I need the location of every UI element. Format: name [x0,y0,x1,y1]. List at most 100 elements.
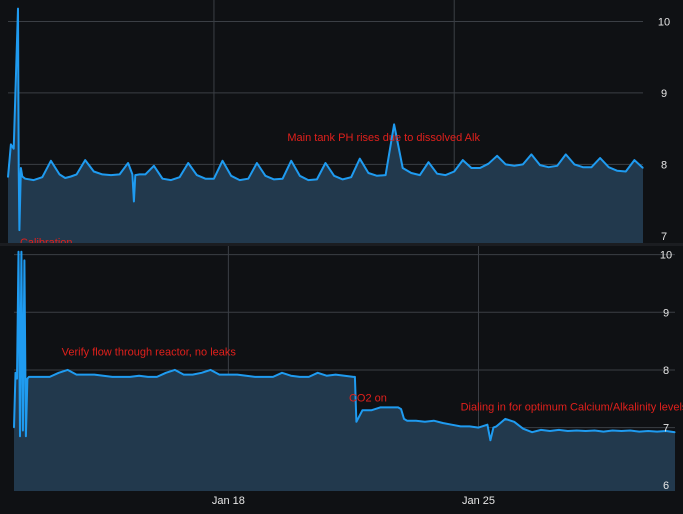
data-point [359,158,361,160]
data-point [522,428,524,430]
data-point [549,430,551,432]
data-point [608,166,610,168]
panel-divider [0,243,683,246]
annotation: Verify flow through reactor, no leaks [62,347,237,359]
data-point [17,8,19,10]
data-point [23,259,25,261]
y-tick-label: 8 [661,159,667,171]
data-point [20,167,22,169]
y-tick-label: 9 [661,88,667,100]
series-area-1 [14,251,675,491]
data-point [620,430,623,432]
data-point [256,162,258,164]
data-point [24,178,26,180]
data-point [445,174,447,176]
data-point [129,376,131,378]
data-point [282,178,284,180]
data-point [616,170,618,172]
data-point [174,369,176,371]
data-point [647,430,649,432]
data-point [576,429,578,432]
data-point [76,173,78,175]
data-point [370,409,372,411]
data-point [299,376,301,378]
data-point [367,172,369,174]
data-point [540,429,542,431]
data-point [131,173,133,175]
data-point [75,374,78,376]
data-point [479,167,481,169]
data-point [556,165,558,167]
data-point [204,178,206,180]
data-point [393,123,395,125]
data-point [192,374,194,376]
data-point [611,429,614,432]
data-point [18,167,20,169]
data-point [460,425,462,427]
data-point [20,251,22,253]
data-point [350,176,352,178]
x-tick-label: Jan 25 [462,495,495,507]
data-point [138,375,140,377]
y-tick-label: 9 [663,307,669,319]
data-point [599,157,601,159]
data-point [531,431,533,433]
data-point [496,155,498,157]
data-point [625,170,627,173]
data-point [492,427,494,429]
data-point [388,406,390,408]
y-tick-label: 10 [658,16,670,28]
data-point [665,430,667,432]
data-point [333,175,335,177]
data-point [565,153,567,155]
data-point [629,429,631,432]
data-point [326,375,328,377]
data-point [179,176,181,178]
data-point [316,178,318,180]
data-point [379,406,381,408]
data-point [19,435,21,437]
data-point [451,424,453,426]
data-point [26,378,28,380]
data-point [58,372,60,374]
annotation: Dialing in for optimum Calcium/Alkalinit… [461,401,683,413]
data-point [21,175,23,178]
data-point [355,421,357,423]
data-point [462,159,464,161]
data-point [674,431,676,433]
data-point [402,167,404,169]
data-point [25,435,27,437]
data-point [638,431,640,433]
data-point [161,178,164,180]
data-point [433,420,435,422]
y-tick-label: 7 [661,231,667,243]
data-point [513,165,515,167]
series-area-1 [8,8,643,243]
data-point [436,173,438,175]
x-tick-label: Jan 18 [212,495,245,507]
data-point [281,372,283,374]
data-point [41,176,43,178]
data-point [352,376,354,378]
data-point [120,376,122,378]
data-point [49,376,51,378]
data-point [505,163,507,165]
data-point [406,420,408,422]
y-tick-label: 10 [660,250,672,262]
data-point [486,424,488,426]
data-point [221,160,224,162]
data-point [427,161,430,163]
data-point [110,174,112,176]
data-point [585,430,587,432]
data-point [335,374,337,376]
data-point [307,179,309,181]
data-point [183,374,185,376]
data-point [442,422,444,424]
data-point [17,251,20,253]
data-point [343,375,346,377]
data-point [308,376,310,378]
data-point [602,431,605,433]
data-point [264,175,266,177]
data-point [29,376,31,378]
data-point [133,200,135,203]
